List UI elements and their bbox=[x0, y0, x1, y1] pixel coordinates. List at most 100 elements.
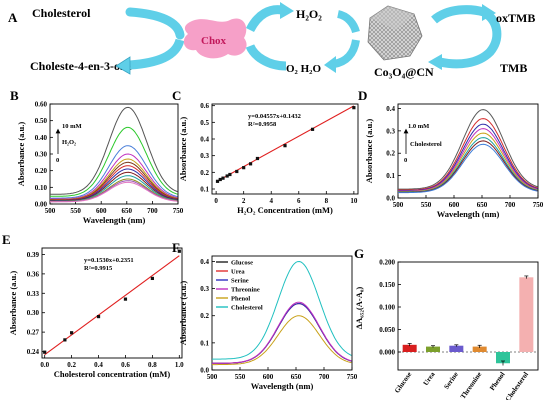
x-tick-label: 700 bbox=[147, 207, 158, 215]
plot-frame bbox=[397, 261, 539, 371]
panel-label: G bbox=[354, 246, 364, 261]
data-point bbox=[177, 249, 181, 253]
x-axis-label: H₂O₂ Concentration (mM) bbox=[237, 205, 333, 215]
y-tick-label: 0.24 bbox=[27, 348, 40, 356]
x-tick-label: 0.4 bbox=[94, 361, 103, 369]
y-tick-label: 0.050 bbox=[379, 326, 395, 334]
chart-d: D 500 550 600 650 700 750 0.0 0.1 0.2 0.3 0.4 Wavele… bbox=[358, 88, 544, 219]
legend-label: Cholesterol bbox=[231, 305, 263, 312]
y-tick-label: 0.4 bbox=[200, 258, 209, 266]
y-axis-label: Absorbance (a.u.) bbox=[364, 119, 374, 184]
chox-arrow-bottom bbox=[129, 38, 185, 70]
x-tick-label: 1.0 bbox=[175, 361, 184, 369]
x-axis-label: Wavelength (nm) bbox=[83, 215, 146, 225]
y-tick-label: 0.10 bbox=[35, 184, 48, 192]
spectrum-line bbox=[50, 145, 178, 199]
y-tick-label: 0.150 bbox=[379, 281, 395, 289]
y-tick-label: 0.0 bbox=[200, 367, 209, 375]
spectrum-line bbox=[398, 140, 538, 193]
legend-label: Glucose bbox=[231, 260, 253, 267]
spectrum-line bbox=[212, 302, 352, 364]
spectrum-line bbox=[212, 302, 352, 364]
y-tick-label: 0.3 bbox=[200, 285, 209, 293]
chox-arrowhead bbox=[115, 56, 131, 75]
x-tick-label: 4 bbox=[269, 197, 273, 205]
nanozyme-arrow-bottom bbox=[333, 39, 360, 68]
data-point bbox=[310, 127, 315, 131]
x-tick-label: 700 bbox=[319, 373, 330, 381]
spectrum-line bbox=[212, 315, 352, 366]
annotation-mid: Cholesterol bbox=[410, 141, 442, 148]
h2o2-label: H₂O₂ bbox=[296, 7, 322, 21]
y-tick-label: 0.30 bbox=[27, 309, 40, 317]
x-tick-label: 0 bbox=[214, 197, 218, 205]
scheme-panel: A Cholesterol Choleste-4-en-3-one Chox H… bbox=[8, 2, 535, 79]
data-point bbox=[255, 156, 260, 161]
y-tick-label: 0.3 bbox=[386, 127, 395, 135]
x-tick-label: 650 bbox=[291, 373, 302, 381]
y-tick-label: 0.1 bbox=[200, 186, 209, 194]
nanozyme-arrowhead bbox=[324, 56, 336, 73]
data-point bbox=[123, 297, 128, 301]
x-tick-label: 10 bbox=[350, 197, 358, 205]
panel-label: F bbox=[172, 240, 180, 255]
y-tick-label: 0.2 bbox=[386, 150, 395, 158]
x-tick-label: 0.6 bbox=[121, 361, 130, 369]
x-tick-label: 550 bbox=[421, 201, 432, 209]
data-point bbox=[63, 338, 67, 342]
bar bbox=[496, 352, 510, 364]
y-tick-label: 0.200 bbox=[379, 259, 395, 267]
product-label: Choleste-4-en-3-one bbox=[30, 59, 133, 73]
y-tick-label: 0.4 bbox=[200, 136, 209, 144]
y-axis-label: Absorbance (a.u.) bbox=[178, 281, 188, 346]
y-tick-label: 0.000 bbox=[379, 349, 395, 357]
legend-label: Threonine bbox=[231, 287, 260, 294]
x-axis-label: Wavelength (nm) bbox=[251, 381, 314, 391]
y-tick-label: 0.30 bbox=[35, 151, 48, 159]
fit-equation: y=0.1530x+0.2351 bbox=[84, 257, 134, 264]
x-tick-label: 750 bbox=[347, 373, 358, 381]
plot-frame bbox=[211, 103, 359, 195]
spectrum-line bbox=[398, 143, 538, 194]
h2o2-arrowhead bbox=[280, 2, 294, 19]
y-tick-label: 0.39 bbox=[27, 251, 40, 259]
tmb-arrow-top bbox=[431, 5, 486, 24]
chox-blob bbox=[183, 18, 247, 59]
x-tick-label: 2 bbox=[242, 197, 246, 205]
data-point bbox=[215, 179, 220, 183]
chart-c: C 0 2 4 6 8 10 0.1 0.2 0.3 0.4 0.5 0.6 H₂O₂ Concentra… bbox=[172, 88, 359, 215]
legend-label: Phenol bbox=[231, 296, 250, 303]
x-tick-label: 600 bbox=[449, 201, 460, 209]
category-label: Cholesterol bbox=[504, 371, 530, 400]
chart-e: E 0.0 0.2 0.4 0.6 0.8 1.0 0.24 0.27 0.30 0.33 0.36 0… bbox=[2, 232, 184, 379]
spectrum-line bbox=[50, 106, 178, 195]
fit-line bbox=[217, 105, 355, 182]
tmb-arrowhead-return bbox=[428, 54, 442, 70]
annotation-mid: H₂O₂ bbox=[62, 139, 76, 146]
y-tick-label: 0.36 bbox=[27, 270, 40, 278]
y-tick-label: 0.33 bbox=[27, 290, 40, 298]
x-tick-label: 6 bbox=[297, 197, 301, 205]
spectrum-line bbox=[50, 126, 178, 197]
h2o2-arrow-top bbox=[245, 5, 283, 33]
tmb-arrow-return bbox=[439, 8, 502, 69]
y-tick-label: 0.27 bbox=[27, 329, 40, 337]
spectrum-line bbox=[212, 301, 352, 364]
x-axis-label: Cholesterol concentration (mM) bbox=[54, 369, 171, 379]
data-point bbox=[235, 169, 239, 174]
data-point bbox=[352, 106, 356, 110]
o2-h2o-label: O₂ H₂O bbox=[286, 63, 321, 75]
plot-frame bbox=[211, 255, 353, 371]
nanozyme-arrow-top bbox=[336, 10, 360, 34]
y-axis-label: Absorbance (a.u.) bbox=[16, 122, 26, 187]
y-axis-label: ΔA₆₅₂(A-A₀) bbox=[354, 287, 364, 330]
data-point bbox=[283, 144, 287, 148]
x-tick-label: 0.8 bbox=[148, 361, 157, 369]
fit-equation: y=0.04557x+0.1432 bbox=[248, 113, 301, 120]
spectrum-line bbox=[212, 302, 352, 364]
particle-facet bbox=[370, 6, 414, 30]
y-tick-label: 0.4 bbox=[386, 105, 395, 113]
y-tick-label: 0.20 bbox=[35, 167, 48, 175]
y-tick-label: 0.50 bbox=[35, 117, 48, 125]
y-tick-label: 0.2 bbox=[200, 169, 209, 177]
